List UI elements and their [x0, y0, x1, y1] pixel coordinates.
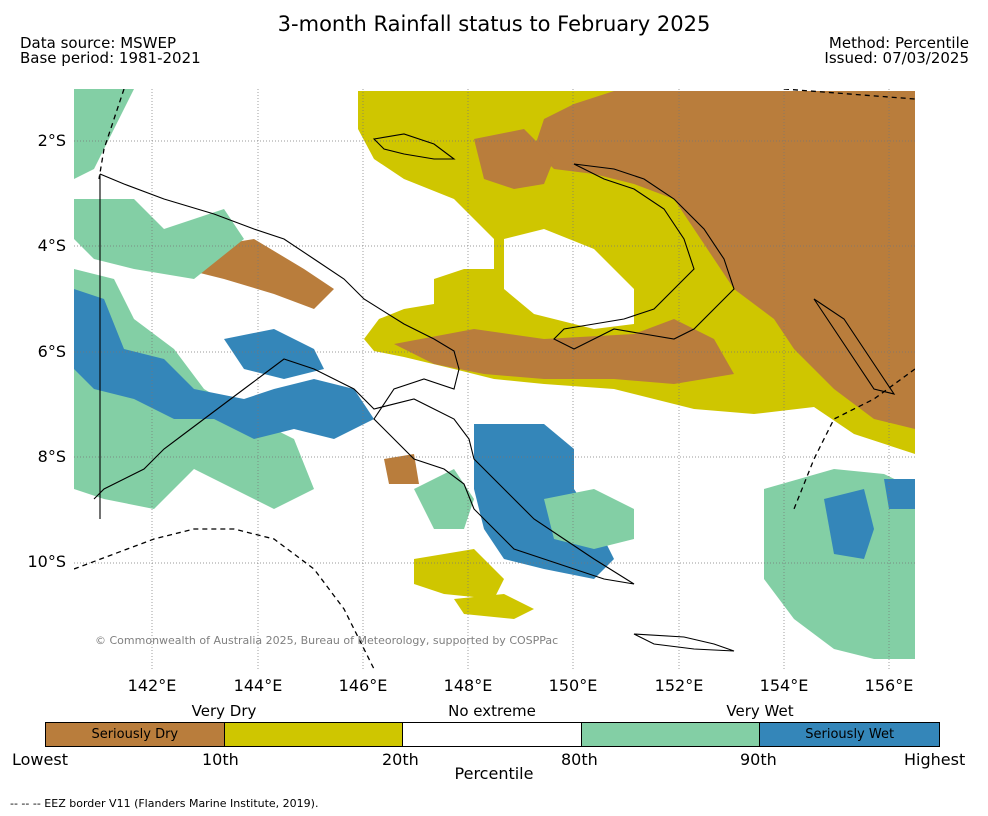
x-tick-label: 148°E: [443, 676, 493, 695]
coastlines: [93, 133, 896, 652]
legend-category-no-extreme: No extreme: [448, 702, 536, 720]
legend-category-very-wet: Very Wet: [726, 702, 794, 720]
eez-note: -- -- -- EEZ border V11 (Flanders Marine…: [10, 797, 319, 810]
colorbar-tick-label: 20th: [382, 750, 419, 769]
colorbar-tick-label: Lowest: [12, 750, 68, 769]
colorbar-tick-label: Highest: [904, 750, 966, 769]
colorbar-tick-label: 90th: [740, 750, 777, 769]
x-tick-label: 144°E: [233, 676, 283, 695]
colorbar-tick-label: 80th: [561, 750, 598, 769]
legend-segment-no-extreme: [403, 723, 582, 746]
legend-segment-seriously-wet: Seriously Wet: [760, 723, 939, 746]
data-source-block: Data source: MSWEP Base period: 1981-202…: [20, 36, 201, 66]
legend-colorbar: Seriously Dry Seriously Wet: [45, 722, 940, 747]
wet-region-west: [74, 89, 134, 179]
y-tick-label: 6°S: [37, 342, 66, 361]
legend-segment-seriously-dry: Seriously Dry: [46, 723, 225, 746]
legend-segment-very-wet: [581, 723, 761, 746]
colorbar-axis-label: Percentile: [454, 764, 534, 783]
map-gridlines: [74, 89, 915, 669]
base-period-text: Base period: 1981-2021: [20, 49, 201, 67]
issued-date-text: Issued: 07/03/2025: [824, 49, 969, 67]
data-source-text: Data source: MSWEP: [20, 34, 177, 52]
map-title: 3-month Rainfall status to February 2025: [277, 12, 711, 36]
x-tick-label: 154°E: [759, 676, 809, 695]
legend-category-very-dry: Very Dry: [191, 702, 257, 720]
y-tick-label: 4°S: [37, 236, 66, 255]
x-tick-label: 150°E: [548, 676, 598, 695]
y-tick-label: 2°S: [37, 131, 66, 150]
method-text: Method: Percentile: [828, 34, 969, 52]
y-tick-label: 8°S: [37, 447, 66, 466]
copyright-text: © Commonwealth of Australia 2025, Bureau…: [95, 634, 559, 647]
x-tick-label: 152°E: [654, 676, 704, 695]
method-block: Method: Percentile Issued: 07/03/2025: [824, 36, 969, 66]
y-tick-label: 10°S: [27, 552, 66, 571]
rainfall-map: [74, 89, 915, 669]
x-tick-label: 156°E: [864, 676, 914, 695]
x-tick-label: 142°E: [127, 676, 177, 695]
x-tick-label: 146°E: [338, 676, 388, 695]
colorbar-tick-label: 10th: [202, 750, 239, 769]
legend-segment-very-dry: [224, 723, 404, 746]
rainfall-map-canvas: [74, 89, 915, 669]
eez-border: [74, 89, 915, 669]
